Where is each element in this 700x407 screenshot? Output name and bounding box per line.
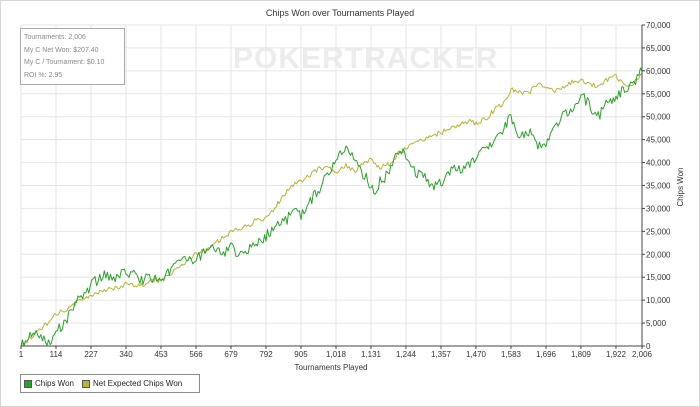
y-tick-label: 10,000 bbox=[646, 296, 671, 305]
x-tick-label: 453 bbox=[154, 350, 168, 359]
y-axis-ticks: 0 5,000 10,000 15,000 20,000 25,000 30,000 35,0… bbox=[642, 21, 671, 351]
x-tick-label: 2,006 bbox=[632, 350, 653, 359]
y-tick-label: 5,000 bbox=[646, 319, 667, 328]
x-tick-label: 340 bbox=[119, 350, 133, 359]
legend-item-chips-won: Chips Won bbox=[24, 379, 74, 388]
x-tick-label: 1,131 bbox=[361, 350, 382, 359]
x-tick-label: 1,470 bbox=[466, 350, 487, 359]
x-tick-label: 1,696 bbox=[536, 350, 557, 359]
stat-tournaments: Tournaments: 2,006 bbox=[24, 34, 86, 41]
y-tick-label: 70,000 bbox=[646, 21, 671, 30]
x-tick-label: 1,583 bbox=[501, 350, 522, 359]
x-tick-label: 905 bbox=[294, 350, 308, 359]
chart-title: Chips Won over Tournaments Played bbox=[266, 8, 414, 18]
x-tick-label: 792 bbox=[259, 350, 273, 359]
x-tick-label: 1,357 bbox=[431, 350, 452, 359]
y-tick-label: 40,000 bbox=[646, 159, 671, 168]
legend-swatch-net-expected bbox=[81, 379, 90, 388]
x-tick-label: 1,809 bbox=[571, 350, 592, 359]
x-tick-label: 566 bbox=[189, 350, 203, 359]
series-line-chips-won bbox=[20, 67, 643, 347]
stat-roi: ROI %: 2.95 bbox=[24, 71, 63, 79]
x-tick-label: 1 bbox=[19, 350, 24, 359]
y-tick-label: 65,000 bbox=[646, 44, 671, 53]
legend-label-chips-won: Chips Won bbox=[35, 379, 74, 388]
pokertracker-watermark: POKERTRACKER bbox=[233, 42, 498, 75]
x-tick-label: 1,922 bbox=[606, 350, 627, 359]
x-tick-label: 114 bbox=[50, 350, 63, 359]
legend: Chips Won Net Expected Chips Won bbox=[20, 374, 200, 393]
stat-net-won: My C Net Won: $207.40 bbox=[24, 46, 99, 54]
x-tick-label: 1,244 bbox=[396, 350, 417, 359]
legend-label-net-expected: Net Expected Chips Won bbox=[92, 379, 183, 388]
y-tick-label: 20,000 bbox=[646, 250, 671, 259]
y-tick-label: 15,000 bbox=[646, 273, 671, 282]
x-tick-label: 679 bbox=[224, 350, 238, 359]
y-tick-label: 35,000 bbox=[646, 182, 671, 191]
x-tick-label: 227 bbox=[84, 350, 98, 359]
stats-box: Tournaments: 2,006 My C Net Won: $207.40… bbox=[20, 28, 125, 85]
y-axis-title: Chips Won bbox=[676, 168, 685, 207]
y-tick-label: 25,000 bbox=[646, 227, 671, 236]
stat-per-tournament: My C / Tournament: $0.10 bbox=[24, 59, 105, 66]
legend-item-net-expected: Net Expected Chips Won bbox=[81, 379, 183, 388]
y-tick-label: 60,000 bbox=[646, 67, 671, 76]
x-axis-title: Tournaments Played bbox=[295, 363, 368, 372]
series-lines bbox=[20, 67, 643, 347]
watermark-text: POKERTRACKER bbox=[233, 42, 498, 75]
y-tick-label: 45,000 bbox=[646, 136, 671, 145]
legend-swatch-chips-won bbox=[24, 379, 32, 388]
y-tick-label: 0 bbox=[646, 342, 651, 351]
x-tick-label: 1,018 bbox=[326, 350, 347, 359]
y-tick-label: 30,000 bbox=[646, 204, 671, 213]
x-axis-ticks: 1 114 227 340 453 566 679 792 905 1,018 1,131 1,244… bbox=[19, 346, 653, 359]
series-line-net-expected bbox=[20, 72, 643, 347]
y-tick-label: 50,000 bbox=[646, 113, 671, 122]
y-tick-label: 55,000 bbox=[646, 90, 671, 99]
